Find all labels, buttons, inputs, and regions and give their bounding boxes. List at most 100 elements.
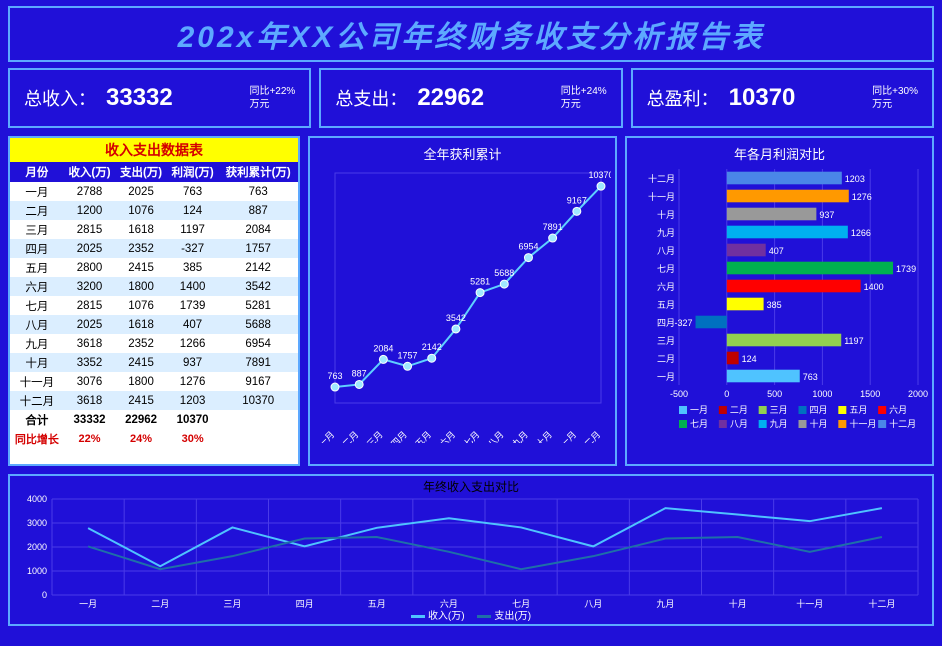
- svg-text:1739: 1739: [896, 264, 916, 274]
- svg-text:十一月: 十一月: [648, 191, 675, 202]
- svg-text:四月: 四月: [810, 405, 828, 415]
- table-header: 获利累计(万): [218, 162, 298, 182]
- cumulative-chart-panel: 全年获利累计 763887208417572142354252815688695…: [308, 136, 617, 466]
- svg-text:2000: 2000: [27, 542, 47, 552]
- svg-text:一月: 一月: [317, 429, 337, 443]
- data-table-panel: 收入支出数据表 月份收入(万)支出(万)利润(万)获利累计(万)一月278820…: [8, 136, 300, 466]
- svg-text:二月: 二月: [657, 354, 675, 364]
- table-row: 三月2815161811972084: [10, 220, 298, 239]
- svg-text:九月: 九月: [657, 228, 675, 238]
- svg-text:1500: 1500: [860, 389, 880, 399]
- kpi-value: 10370: [729, 84, 862, 112]
- svg-text:六月: 六月: [657, 281, 675, 292]
- svg-text:五月: 五月: [413, 429, 433, 443]
- svg-text:六月: 六月: [889, 404, 907, 415]
- kpi-label: 总盈利：: [647, 85, 719, 111]
- svg-text:385: 385: [767, 300, 782, 310]
- svg-text:4000: 4000: [27, 495, 47, 504]
- svg-text:四月: 四月: [389, 429, 409, 443]
- svg-text:9167: 9167: [567, 195, 587, 205]
- svg-text:-500: -500: [670, 389, 688, 399]
- svg-text:六月: 六月: [437, 429, 458, 443]
- svg-text:5281: 5281: [470, 277, 490, 287]
- kpi-yoy: 同比+24%万元: [561, 85, 607, 111]
- svg-text:七月: 七月: [690, 419, 708, 429]
- table-row: 八月202516184075688: [10, 315, 298, 334]
- svg-text:三月: 三月: [365, 429, 385, 443]
- svg-text:十二月: 十二月: [889, 418, 916, 429]
- svg-text:1266: 1266: [851, 228, 871, 238]
- svg-text:1000: 1000: [812, 389, 832, 399]
- svg-text:-327: -327: [675, 318, 693, 328]
- table-header: 收入(万): [64, 162, 116, 182]
- svg-text:937: 937: [819, 210, 834, 220]
- table-yoy-row: 同比增长22%24%30%: [10, 429, 298, 448]
- table-row: 十一月3076180012769167: [10, 372, 298, 391]
- kpi-value: 22962: [417, 84, 550, 112]
- svg-text:二月: 二月: [341, 429, 361, 443]
- svg-text:七月: 七月: [657, 264, 675, 274]
- svg-text:1197: 1197: [844, 336, 863, 346]
- svg-text:10370: 10370: [588, 170, 611, 180]
- kpi-yoy: 同比+30%万元: [872, 85, 918, 111]
- bottom-chart-title: 年终收入支出对比: [10, 478, 932, 495]
- table-header: 支出(万): [115, 162, 167, 182]
- kpi-row: 总收入： 33332 同比+22%万元总支出： 22962 同比+24%万元总盈…: [8, 68, 934, 128]
- svg-text:十一月: 十一月: [551, 429, 578, 443]
- svg-text:1757: 1757: [398, 350, 418, 360]
- kpi-label: 总支出：: [335, 85, 407, 111]
- svg-text:2142: 2142: [422, 342, 442, 352]
- table-row: 十二月36182415120310370: [10, 391, 298, 410]
- svg-text:十月: 十月: [657, 209, 675, 220]
- title-bar: 202x年XX公司年终财务收支分析报告表: [8, 6, 934, 62]
- kpi-card: 总支出： 22962 同比+24%万元: [319, 68, 622, 128]
- svg-text:一月: 一月: [657, 372, 675, 382]
- svg-text:3000: 3000: [27, 518, 47, 528]
- svg-text:十二月: 十二月: [648, 173, 675, 184]
- table-header: 利润(万): [167, 162, 219, 182]
- svg-text:500: 500: [767, 389, 782, 399]
- kpi-card: 总收入： 33332 同比+22%万元: [8, 68, 311, 128]
- svg-text:763: 763: [803, 372, 818, 382]
- svg-text:八月: 八月: [486, 429, 506, 443]
- table-row: 五月280024153852142: [10, 258, 298, 277]
- svg-text:九月: 九月: [510, 429, 530, 443]
- data-table: 月份收入(万)支出(万)利润(万)获利累计(万)一月27882025763763…: [10, 162, 298, 448]
- svg-text:1000: 1000: [27, 566, 47, 576]
- svg-text:三月: 三月: [657, 336, 675, 346]
- table-row: 九月3618235212666954: [10, 334, 298, 353]
- svg-text:十月: 十月: [534, 429, 555, 443]
- table-row: 一月27882025763763: [10, 182, 298, 201]
- table-sum-row: 合计333322296210370: [10, 410, 298, 429]
- svg-text:7891: 7891: [543, 222, 563, 232]
- svg-text:七月: 七月: [462, 429, 482, 443]
- kpi-label: 总收入：: [24, 85, 96, 111]
- svg-text:二月: 二月: [730, 405, 748, 415]
- svg-text:1276: 1276: [852, 192, 872, 202]
- svg-text:九月: 九月: [770, 419, 788, 429]
- table-row: 七月2815107617395281: [10, 296, 298, 315]
- table-row: 六月3200180014003542: [10, 277, 298, 296]
- svg-text:3542: 3542: [446, 313, 466, 323]
- cumulative-chart-title: 全年获利累计: [310, 144, 615, 163]
- svg-text:6954: 6954: [518, 242, 538, 252]
- table-header: 月份: [10, 162, 64, 182]
- page-title: 202x年XX公司年终财务收支分析报告表: [178, 21, 765, 54]
- table-row: 二月12001076124887: [10, 201, 298, 220]
- svg-text:124: 124: [742, 354, 757, 364]
- table-row: 四月20252352-3271757: [10, 239, 298, 258]
- svg-text:1203: 1203: [845, 174, 865, 184]
- svg-text:五月: 五月: [849, 405, 867, 415]
- svg-text:八月: 八月: [657, 246, 675, 256]
- kpi-yoy: 同比+22%万元: [249, 85, 295, 111]
- svg-text:十月: 十月: [810, 418, 828, 429]
- svg-text:763: 763: [327, 371, 342, 381]
- svg-text:407: 407: [769, 246, 784, 256]
- profit-bar-title: 年各月利润对比: [627, 144, 932, 163]
- svg-text:八月: 八月: [730, 419, 748, 429]
- kpi-card: 总盈利： 10370 同比+30%万元: [631, 68, 934, 128]
- svg-text:四月: 四月: [657, 318, 675, 328]
- table-title: 收入支出数据表: [10, 138, 298, 162]
- svg-text:一月: 一月: [690, 405, 708, 415]
- svg-text:五月: 五月: [657, 300, 675, 310]
